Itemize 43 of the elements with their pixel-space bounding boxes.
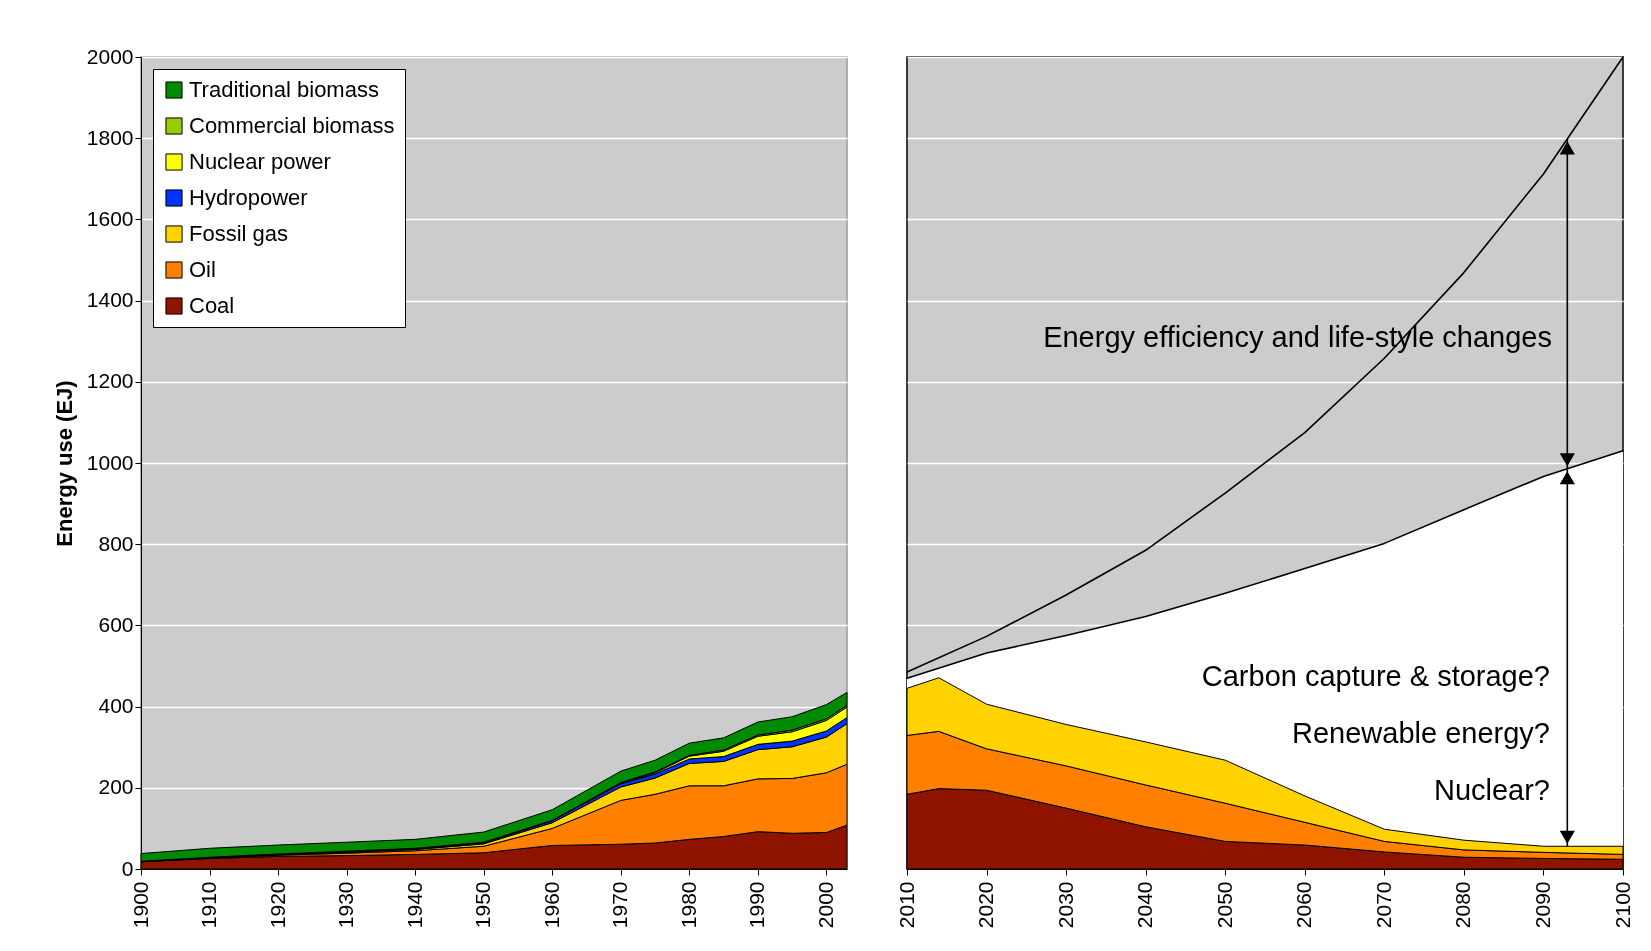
x-tick-label: 1900 xyxy=(128,881,152,929)
x-tick-label: 2010 xyxy=(894,881,918,929)
y-tick-label: 1400 xyxy=(86,288,134,312)
x-tick-label: 2080 xyxy=(1451,881,1475,929)
y-tick-label: 800 xyxy=(98,531,134,555)
y-tick-label: 600 xyxy=(98,612,134,636)
y-tick-label: 1800 xyxy=(86,125,134,149)
x-tick-label: 2040 xyxy=(1133,881,1157,929)
x-tick-label: 2100 xyxy=(1610,881,1634,929)
legend-label: Coal xyxy=(189,293,235,318)
x-tick-label: 1940 xyxy=(402,881,426,929)
x-tick-label: 1930 xyxy=(334,881,358,929)
legend-label: Nuclear power xyxy=(189,149,331,174)
y-tick-label: 1600 xyxy=(86,206,134,230)
x-tick-label: 2060 xyxy=(1292,881,1316,929)
legend-label: Hydropower xyxy=(189,185,308,210)
x-tick-label: 2070 xyxy=(1371,881,1395,929)
annotation: Carbon capture & storage? xyxy=(1201,660,1550,692)
y-tick-label: 0 xyxy=(121,856,134,880)
y-tick-label: 2000 xyxy=(86,44,134,68)
x-tick-label: 1960 xyxy=(539,881,563,929)
annotation: Nuclear? xyxy=(1433,774,1550,806)
x-tick-label: 2050 xyxy=(1212,881,1236,929)
x-tick-label: 1920 xyxy=(265,881,289,929)
legend-label: Traditional biomass xyxy=(189,77,379,102)
x-tick-label: 1990 xyxy=(745,881,769,929)
y-tick-label: 1200 xyxy=(86,369,134,393)
y-tick-label: 400 xyxy=(98,694,134,718)
x-tick-label: 2020 xyxy=(974,881,998,929)
x-tick-label: 1910 xyxy=(197,881,221,929)
y-tick-label: 1000 xyxy=(86,450,134,474)
y-axis-title: Energy use (EJ) xyxy=(51,380,77,547)
x-tick-label: 1950 xyxy=(471,881,495,929)
y-tick-label: 200 xyxy=(98,775,134,799)
x-tick-label: 2000 xyxy=(813,881,837,929)
x-tick-label: 2030 xyxy=(1053,881,1077,929)
x-tick-label: 1970 xyxy=(608,881,632,929)
legend-label: Fossil gas xyxy=(189,221,289,246)
legend-label: Oil xyxy=(189,257,216,282)
annotation: Renewable energy? xyxy=(1292,717,1550,749)
x-tick-label: 1980 xyxy=(676,881,700,929)
x-tick-label: 2090 xyxy=(1530,881,1554,929)
legend-label: Commercial biomass xyxy=(189,113,395,138)
